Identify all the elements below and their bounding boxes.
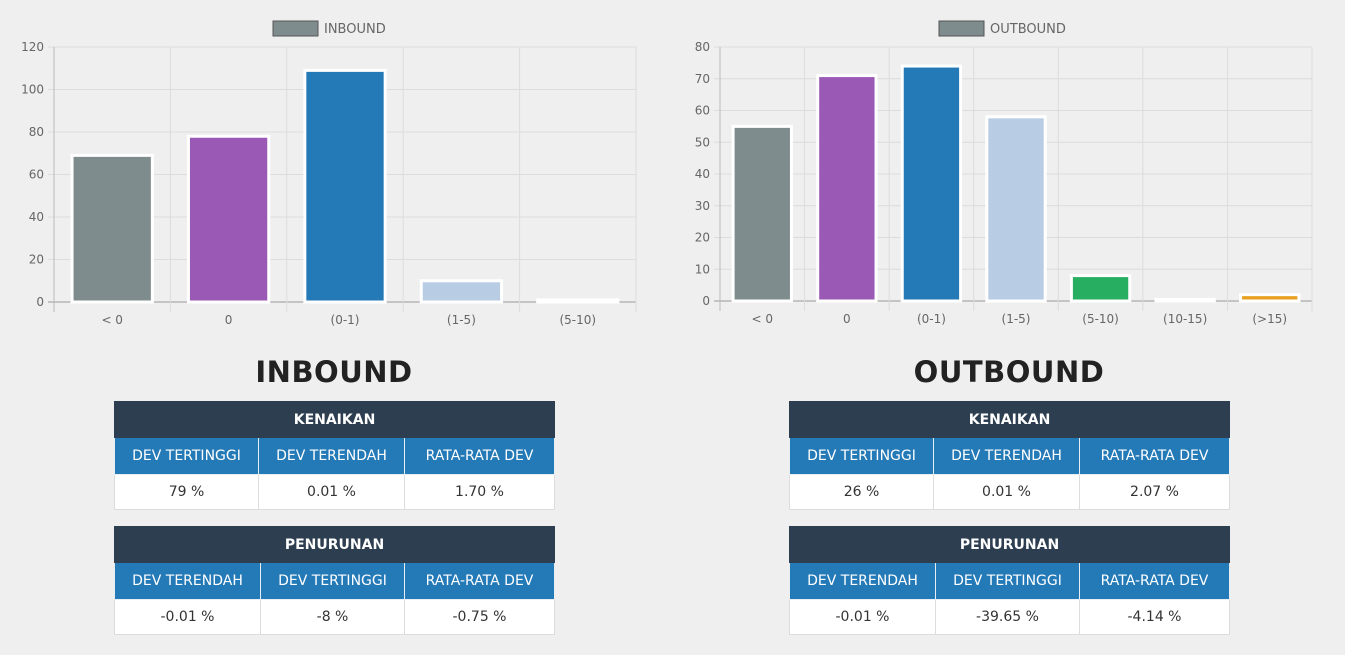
table-cell: 26 % (789, 474, 934, 510)
column-header: RATA-RATA DEV (403, 437, 556, 475)
x-tick-label: (1-5) (447, 313, 476, 327)
y-tick-label: 0 (702, 294, 710, 308)
x-tick-label: (0-1) (331, 313, 360, 327)
x-tick-label: (10-15) (1163, 312, 1207, 326)
table-row: -0.01 % -8 % -0.75 % (114, 599, 555, 635)
legend-label: INBOUND (324, 22, 386, 37)
bar (536, 298, 620, 304)
inbound-penurunan-table: PENURUNAN DEV TERENDAH DEV TERTINGGI RAT… (114, 526, 555, 635)
column-header: RATA-RATA DEV (1079, 562, 1230, 600)
bar (1069, 274, 1132, 303)
legend-swatch (938, 20, 985, 37)
x-tick-label: (1-5) (1002, 312, 1031, 326)
penurunan-header: PENURUNAN (114, 526, 555, 563)
table-cell: 1.70 % (403, 474, 556, 510)
inbound-chart-svg: INBOUND 0 20 40 60 80 100 120 < 0 0 (0-1) (1-5) (5-1… (21, 20, 637, 327)
outbound-penurunan-table: PENURUNAN DEV TERENDAH DEV TERTINGGI RAT… (789, 526, 1230, 635)
bar (985, 115, 1047, 303)
column-header: DEV TERENDAH (789, 562, 936, 600)
x-tick-label: < 0 (752, 312, 774, 326)
bar (419, 279, 504, 304)
table-row: 26 % 0.01 % 2.07 % (789, 474, 1231, 510)
x-tick-label: 0 (225, 313, 233, 327)
table-cell: -8 % (260, 599, 405, 635)
outbound-chart-svg: OUTBOUND 0 10 20 30 40 50 60 70 80 < 0 0 (0-1) (1-5) (… (695, 20, 1313, 326)
table-cell: 0.01 % (933, 474, 1080, 510)
y-tick-label: 40 (29, 210, 44, 224)
column-header: DEV TERENDAH (114, 562, 261, 600)
column-header: DEV TERTINGGI (935, 562, 1080, 600)
column-header: DEV TERTINGGI (260, 562, 405, 600)
bar (900, 64, 963, 303)
column-header: DEV TERENDAH (933, 437, 1080, 475)
table-cell: 79 % (114, 474, 259, 510)
inbound-title: INBOUND (255, 355, 413, 389)
column-header: DEV TERENDAH (258, 437, 405, 475)
table-cell: -39.65 % (935, 599, 1080, 635)
y-tick-label: 120 (21, 40, 44, 54)
inbound-kenaikan-table: KENAIKAN DEV TERTINGGI DEV TERENDAH RATA… (113, 401, 556, 510)
y-tick-label: 60 (695, 104, 710, 118)
column-header: DEV TERTINGGI (789, 437, 934, 475)
x-tick-label: (5-10) (559, 313, 596, 327)
table-cell: -4.14 % (1079, 599, 1230, 635)
y-tick-label: 80 (695, 40, 710, 54)
y-tick-label: 20 (29, 253, 44, 267)
table-cell: -0.01 % (789, 599, 936, 635)
bar (731, 124, 793, 303)
bar (303, 68, 387, 304)
bar (70, 153, 154, 304)
bar (186, 134, 271, 304)
bar (816, 74, 878, 303)
column-header: DEV TERTINGGI (114, 437, 259, 475)
y-tick-label: 0 (36, 295, 44, 309)
bar (1154, 297, 1216, 303)
x-tick-label: 0 (843, 312, 851, 326)
y-tick-label: 20 (695, 231, 710, 245)
y-tick-label: 60 (29, 168, 44, 182)
bar (1239, 293, 1301, 303)
outbound-chart: OUTBOUND 0 10 20 30 40 50 60 70 80 < 0 0 (0-1) (1-5) (… (672, 0, 1345, 344)
penurunan-header: PENURUNAN (789, 526, 1230, 563)
x-tick-label: (>15) (1252, 312, 1287, 326)
y-tick-label: 80 (29, 125, 44, 139)
outbound-kenaikan-table: KENAIKAN DEV TERTINGGI DEV TERENDAH RATA… (788, 401, 1231, 510)
legend-swatch (272, 20, 319, 37)
inbound-chart: INBOUND 0 20 40 60 80 100 120 < 0 0 (0-1) (1-5) (5-1… (0, 0, 672, 344)
y-tick-label: 50 (695, 135, 710, 149)
table-cell: -0.01 % (114, 599, 261, 635)
column-header: RATA-RATA DEV (1078, 437, 1231, 475)
y-tick-label: 100 (21, 83, 44, 97)
table-row: 79 % 0.01 % 1.70 % (114, 474, 556, 510)
y-tick-label: 30 (695, 199, 710, 213)
column-header: RATA-RATA DEV (404, 562, 555, 600)
x-tick-label: (5-10) (1082, 312, 1119, 326)
table-cell: 2.07 % (1078, 474, 1231, 510)
kenaikan-header: KENAIKAN (788, 401, 1231, 438)
y-tick-label: 10 (695, 262, 710, 276)
y-tick-label: 70 (695, 72, 710, 86)
table-cell: 0.01 % (258, 474, 405, 510)
y-tick-label: 40 (695, 167, 710, 181)
table-row: -0.01 % -39.65 % -4.14 % (789, 599, 1230, 635)
x-tick-label: < 0 (101, 313, 123, 327)
legend-label: OUTBOUND (990, 22, 1066, 37)
x-tick-label: (0-1) (917, 312, 946, 326)
table-cell: -0.75 % (404, 599, 555, 635)
outbound-title: OUTBOUND (913, 355, 1105, 389)
kenaikan-header: KENAIKAN (113, 401, 556, 438)
